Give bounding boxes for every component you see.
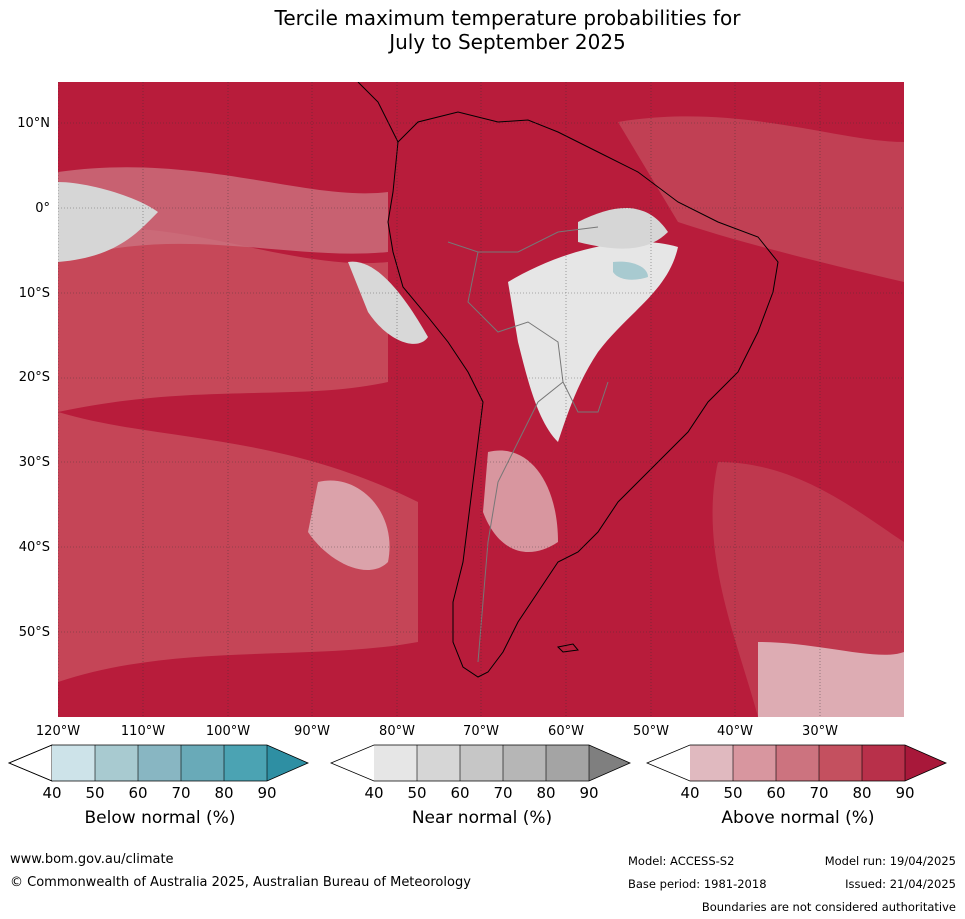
colorbar-below-bin-3 (138, 745, 181, 781)
colorbar-below-bin-2 (95, 745, 138, 781)
colorbar-near-normal (330, 744, 631, 782)
lat-label-30s: 30°S (18, 455, 50, 470)
colorbar-above-upper-arrow (905, 745, 946, 781)
near-tick-40: 40 (364, 784, 384, 802)
pacific-light-patch (308, 480, 390, 571)
lon-label-60w: 60°W (548, 724, 584, 739)
colorbar-below-bin-5 (224, 745, 267, 781)
near-tick-50: 50 (407, 784, 427, 802)
colorbar-above-normal (646, 744, 947, 782)
colorbar-above-bin-3 (776, 745, 819, 781)
ocean-band-3 (58, 167, 388, 262)
footer-model-run: Model run: 19/04/2025 (824, 854, 956, 868)
colorbar-above-bin-5 (862, 745, 905, 781)
lat-label-20s: 20°S (18, 370, 50, 385)
near-tick-80: 80 (536, 784, 556, 802)
lon-label-80w: 80°W (379, 724, 415, 739)
below-normal-patch (613, 261, 648, 280)
colorbar-near-bin-3 (460, 745, 503, 781)
above-tick-90: 90 (895, 784, 915, 802)
colorbar-near-upper-arrow (589, 745, 630, 781)
colorbar-below-normal (8, 744, 309, 782)
colorbar-below-bin-4 (181, 745, 224, 781)
below-tick-90: 90 (257, 784, 277, 802)
map-canvas (58, 82, 904, 717)
ocean-band-atlantic (618, 116, 904, 283)
falkland-islands (556, 643, 579, 653)
above-tick-40: 40 (680, 784, 700, 802)
lon-label-110w: 110°W (120, 724, 166, 739)
below-tick-70: 70 (171, 784, 191, 802)
colorbar-above-bin-2 (733, 745, 776, 781)
colorbar-above-bin-4 (819, 745, 862, 781)
country-borders (447, 226, 609, 663)
colorbar-above-label: Above normal (%) (721, 808, 875, 828)
near-tick-90: 90 (579, 784, 599, 802)
footer-disclaimer: Boundaries are not considered authoritat… (701, 900, 956, 914)
above-tick-80: 80 (852, 784, 872, 802)
above-tick-50: 50 (723, 784, 743, 802)
footer-url: www.bom.gov.au/climate (10, 852, 174, 867)
lat-label-0: 0° (35, 201, 50, 216)
near-tick-70: 70 (493, 784, 513, 802)
central-america-coastline (357, 82, 399, 143)
colorbar-below-label: Below normal (%) (84, 808, 236, 828)
colorbar-below-lower-arrow (8, 744, 53, 782)
probability-map (58, 82, 904, 717)
near-tick-60: 60 (450, 784, 470, 802)
colorbar-near-bin-4 (503, 745, 546, 781)
colorbar-near-lower-arrow (331, 745, 374, 781)
lon-label-70w: 70°W (463, 724, 499, 739)
colorbar-near-label: Near normal (%) (411, 808, 553, 828)
colorbar-above-bin-1 (690, 745, 733, 781)
lat-label-10s: 10°S (18, 286, 50, 301)
lon-label-50w: 50°W (633, 724, 669, 739)
above-tick-60: 60 (766, 784, 786, 802)
near-normal-patch-2 (348, 261, 428, 344)
chart-title: Tercile maximum temperature probabilitie… (0, 6, 965, 54)
below-tick-40: 40 (42, 784, 62, 802)
lon-label-90w: 90°W (294, 724, 330, 739)
lat-label-10n: 10°N (17, 116, 50, 131)
below-tick-80: 80 (214, 784, 234, 802)
footer-issued: Issued: 21/04/2025 (845, 877, 956, 891)
colorbar-near-bin-5 (546, 745, 589, 781)
colorbar-above-lower-arrow (647, 745, 690, 781)
near-normal-patch-north (578, 208, 668, 249)
argentina-mid-patch (483, 450, 558, 552)
lon-label-30w: 30°W (802, 724, 838, 739)
title-line-1: Tercile maximum temperature probabilitie… (274, 6, 741, 30)
lat-label-50s: 50°S (18, 625, 50, 640)
above-tick-70: 70 (809, 784, 829, 802)
below-tick-60: 60 (128, 784, 148, 802)
near-normal-patch-1 (58, 182, 158, 262)
lon-label-40w: 40°W (717, 724, 753, 739)
graticule (58, 82, 904, 717)
footer-base-period: Base period: 1981-2018 (628, 877, 767, 891)
colorbar-near-bin-1 (374, 745, 417, 781)
lon-label-100w: 100°W (205, 724, 251, 739)
lon-label-120w: 120°W (35, 724, 81, 739)
ocean-light-patch (758, 642, 904, 717)
colorbar-below-upper-arrow (267, 745, 308, 781)
lat-label-40s: 40°S (18, 540, 50, 555)
footer-copyright: © Commonwealth of Australia 2025, Austra… (10, 875, 471, 890)
colorbar-near-bin-2 (417, 745, 460, 781)
footer-model: Model: ACCESS-S2 (628, 854, 735, 868)
below-tick-50: 50 (85, 784, 105, 802)
title-line-2: July to September 2025 (389, 30, 626, 54)
colorbar-below-bin-1 (52, 745, 95, 781)
ocean-band-1 (58, 227, 388, 412)
south-america-coastline (387, 111, 779, 678)
